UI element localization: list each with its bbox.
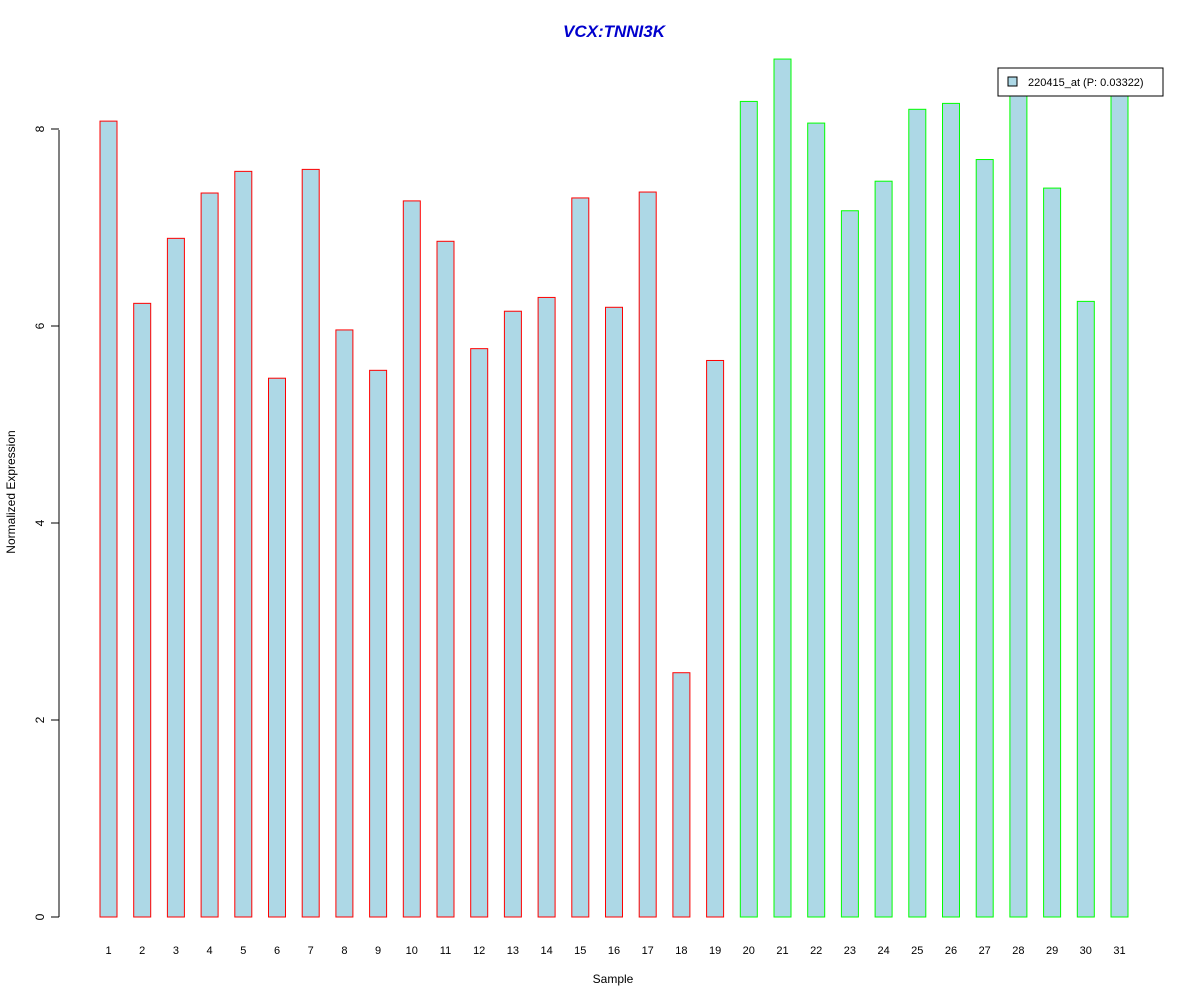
- x-tick-label: 20: [743, 945, 755, 957]
- bar-sample-21: [773, 58, 792, 918]
- y-tick-label: 4: [33, 519, 47, 526]
- x-tick-label: 28: [1012, 945, 1024, 957]
- bar-sample-20: [739, 100, 758, 918]
- x-tick-label: 5: [240, 945, 246, 957]
- x-tick-label: 11: [440, 945, 451, 957]
- bar-sample-13: [503, 310, 522, 918]
- legend-swatch: [1007, 76, 1018, 87]
- x-tick-label: 23: [844, 945, 856, 957]
- x-tick-label: 15: [574, 945, 586, 957]
- x-tick-label: 6: [274, 945, 280, 957]
- legend-box: [997, 67, 1164, 97]
- x-tick-label: 14: [540, 945, 552, 957]
- bar-sample-29: [1043, 187, 1062, 918]
- bar-sample-17: [638, 191, 657, 918]
- legend-label: 220415_at (P: 0.03322): [1028, 77, 1144, 89]
- bar-sample-6: [268, 377, 286, 918]
- bar-sample-24: [874, 180, 893, 918]
- x-tick-label: 1: [105, 945, 111, 957]
- y-tick-label: 2: [33, 716, 47, 723]
- x-tick-label: 25: [911, 945, 923, 957]
- bar-sample-3: [166, 237, 185, 918]
- x-tick-label: 2: [139, 945, 145, 957]
- x-axis-label: Sample: [593, 972, 634, 986]
- x-tick-label: 31: [1113, 945, 1125, 957]
- x-tick-label: 19: [709, 945, 721, 957]
- x-tick-label: 24: [877, 945, 889, 957]
- x-tick-label: 9: [375, 945, 381, 957]
- bar-sample-10: [402, 200, 421, 918]
- y-tick-label: 8: [33, 125, 47, 132]
- y-tick-label: 0: [33, 913, 47, 920]
- chart-title: VCX:TNNI3K: [563, 22, 667, 41]
- bars-group: [99, 58, 1129, 918]
- x-tick-label: 3: [173, 945, 179, 957]
- bar-sample-5: [234, 170, 253, 918]
- bar-sample-9: [369, 369, 388, 918]
- x-tick-label: 18: [675, 945, 687, 957]
- y-axis-label: Normalized Expression: [4, 430, 18, 553]
- bar-sample-28: [1009, 92, 1028, 918]
- x-tick-label: 22: [810, 945, 822, 957]
- x-tick-label: 17: [642, 945, 654, 957]
- x-tick-label: 7: [308, 945, 314, 957]
- x-tick-label: 13: [507, 945, 519, 957]
- bar-sample-16: [605, 306, 623, 918]
- x-tick-label: 27: [979, 945, 991, 957]
- bar-sample-30: [1076, 300, 1095, 918]
- bar-sample-31: [1110, 93, 1129, 918]
- bar-sample-4: [200, 192, 219, 918]
- bar-sample-7: [301, 168, 320, 918]
- bar-sample-15: [571, 197, 590, 918]
- y-axis-ticks: 0 2 4 6 8: [33, 125, 59, 920]
- x-tick-label: 30: [1080, 945, 1092, 957]
- bar-sample-11: [436, 240, 455, 918]
- x-tick-label: 29: [1046, 945, 1058, 957]
- x-tick-label: 8: [341, 945, 347, 957]
- bar-sample-18: [672, 672, 691, 918]
- bar-sample-22: [807, 122, 826, 918]
- x-tick-label: 21: [776, 945, 788, 957]
- bar-sample-2: [133, 302, 152, 918]
- bar-sample-1: [99, 120, 118, 918]
- x-tick-label: 10: [406, 945, 418, 957]
- y-tick-label: 6: [33, 322, 47, 329]
- x-tick-label: 12: [473, 945, 485, 957]
- x-tick-label: 26: [945, 945, 957, 957]
- bar-sample-14: [537, 296, 556, 918]
- bar-sample-12: [470, 348, 489, 918]
- legend: 220415_at (P: 0.03322): [997, 67, 1164, 97]
- x-tick-label: 16: [608, 945, 620, 957]
- bar-sample-26: [942, 102, 960, 918]
- bar-sample-8: [335, 329, 354, 918]
- bar-sample-25: [908, 108, 927, 918]
- bar-sample-23: [840, 210, 859, 918]
- x-tick-label: 4: [207, 945, 213, 957]
- bar-sample-27: [975, 159, 994, 918]
- bar-sample-19: [706, 359, 725, 918]
- x-axis-tick-labels: 1 2 3 4 5 6 7 8 9 10 11 12 13 14 15 16 17 18 19 20 21 22 23 24 2…: [105, 945, 1125, 957]
